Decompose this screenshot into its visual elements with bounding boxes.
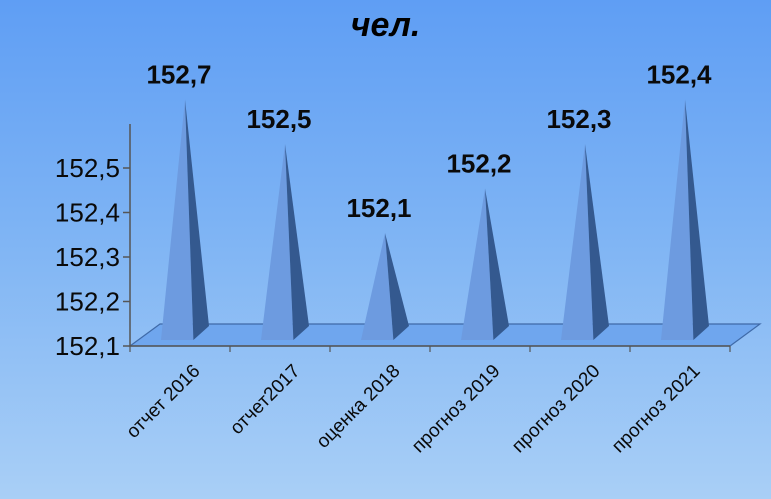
x-category-label: оценка 2018 (313, 361, 405, 453)
value-label: 152,3 (546, 104, 611, 134)
pyramid-face-dark (485, 188, 509, 340)
x-category-label: отчет2017 (226, 361, 304, 439)
x-category-label: отчет 2016 (123, 361, 205, 443)
pyramid-face-light (661, 99, 694, 340)
pyramid-face-dark (285, 144, 309, 340)
x-category-label: прогноз 2021 (608, 361, 704, 457)
pyramid-face-light (361, 233, 394, 340)
y-tick-label: 152,5 (55, 153, 120, 183)
pyramid-face-dark (385, 233, 409, 340)
pyramid-face-light (161, 99, 194, 340)
y-tick-label: 152,2 (55, 287, 120, 317)
x-category-label: прогноз 2020 (508, 361, 604, 457)
y-tick-label: 152,4 (55, 198, 120, 228)
chart-title: чел. (350, 6, 421, 44)
pyramid-face-light (561, 144, 594, 340)
value-label: 152,1 (346, 193, 411, 223)
value-label: 152,2 (446, 149, 511, 179)
y-tick-label: 152,1 (55, 331, 120, 361)
pyramid-face-light (461, 188, 494, 340)
pyramid-face-dark (185, 99, 209, 340)
x-category-label: прогноз 2019 (408, 361, 504, 457)
pyramid-face-dark (685, 99, 709, 340)
value-label: 152,7 (146, 60, 211, 90)
pyramid-face-dark (585, 144, 609, 340)
value-label: 152,5 (246, 104, 311, 134)
value-label: 152,4 (646, 60, 712, 90)
y-tick-label: 152,3 (55, 242, 120, 272)
pyramid-face-light (261, 144, 294, 340)
